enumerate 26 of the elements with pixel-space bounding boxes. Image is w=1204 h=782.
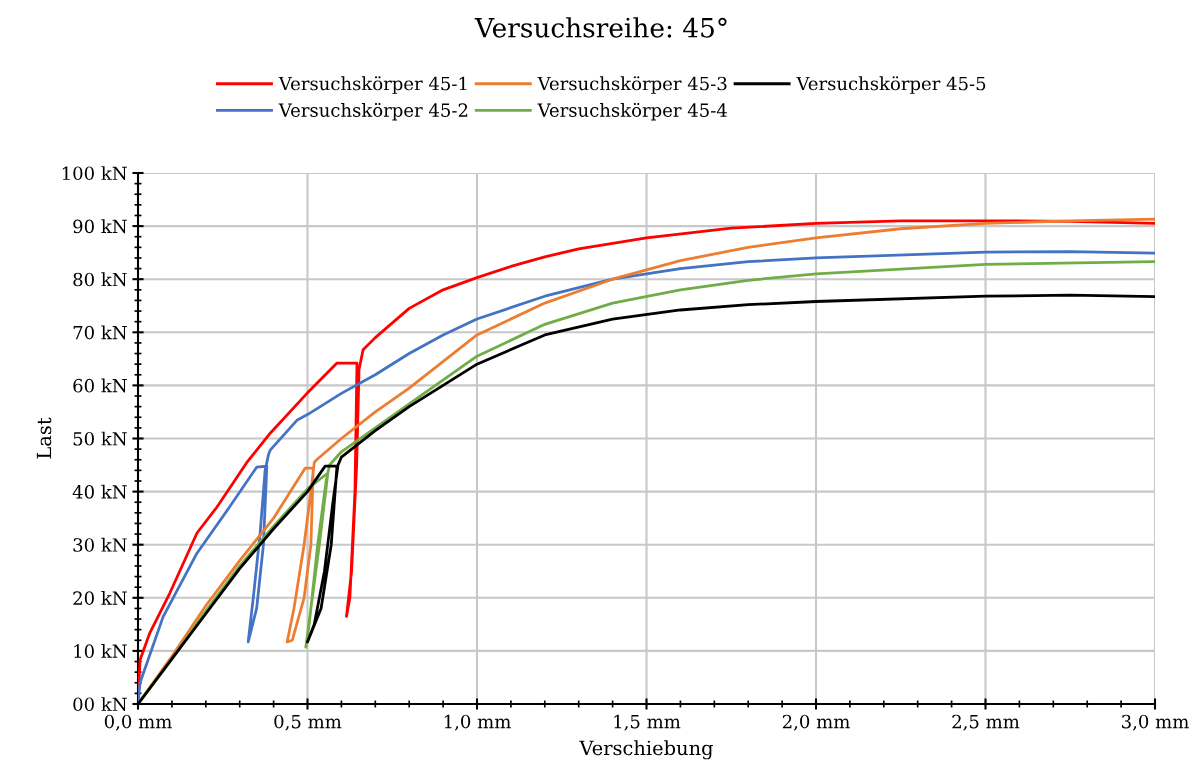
y-tick-label: 00 kN bbox=[73, 697, 127, 712]
y-tick-label: 70 kN bbox=[73, 325, 127, 340]
legend-label: Versuchskörper 45-4 bbox=[537, 102, 727, 121]
x-tick-label: 2,0 mm bbox=[782, 714, 850, 731]
x-tick-label: 0,5 mm bbox=[274, 714, 342, 731]
x-tick-label: 1,5 mm bbox=[614, 714, 681, 731]
y-tick-label: 20 kN bbox=[73, 590, 127, 605]
y-tick-label: 50 kN bbox=[73, 431, 127, 446]
legend-label: Versuchskörper 45-3 bbox=[537, 76, 727, 94]
x-tick-label: 3,0 mm bbox=[1122, 714, 1189, 731]
legend-label: Versuchskörper 45-5 bbox=[796, 76, 986, 94]
y-tick-label: 40 kN bbox=[72, 484, 127, 499]
y-tick-label: 10 kN bbox=[74, 644, 127, 659]
x-axis-title: Verschiebung bbox=[579, 740, 713, 760]
legend-label: Versuchskörper 45-1 bbox=[278, 76, 467, 94]
y-axis-title: Last bbox=[36, 417, 52, 459]
y-tick-label: 80 kN bbox=[73, 272, 127, 287]
y-tick-label: 30 kN bbox=[73, 537, 127, 552]
legend-label: Versuchskörper 45-2 bbox=[278, 102, 468, 121]
chart-title: Versuchsreihe: 45° bbox=[474, 17, 727, 38]
y-tick-label: 60 kN bbox=[73, 378, 127, 393]
x-tick-label: 1,0 mm bbox=[444, 714, 511, 731]
y-tick-label: 100 kN bbox=[62, 166, 127, 181]
y-tick-label: 90 kN bbox=[73, 219, 127, 234]
x-tick-label: 0,0 mm bbox=[104, 714, 172, 731]
x-tick-label: 2,5 mm bbox=[952, 714, 1020, 731]
